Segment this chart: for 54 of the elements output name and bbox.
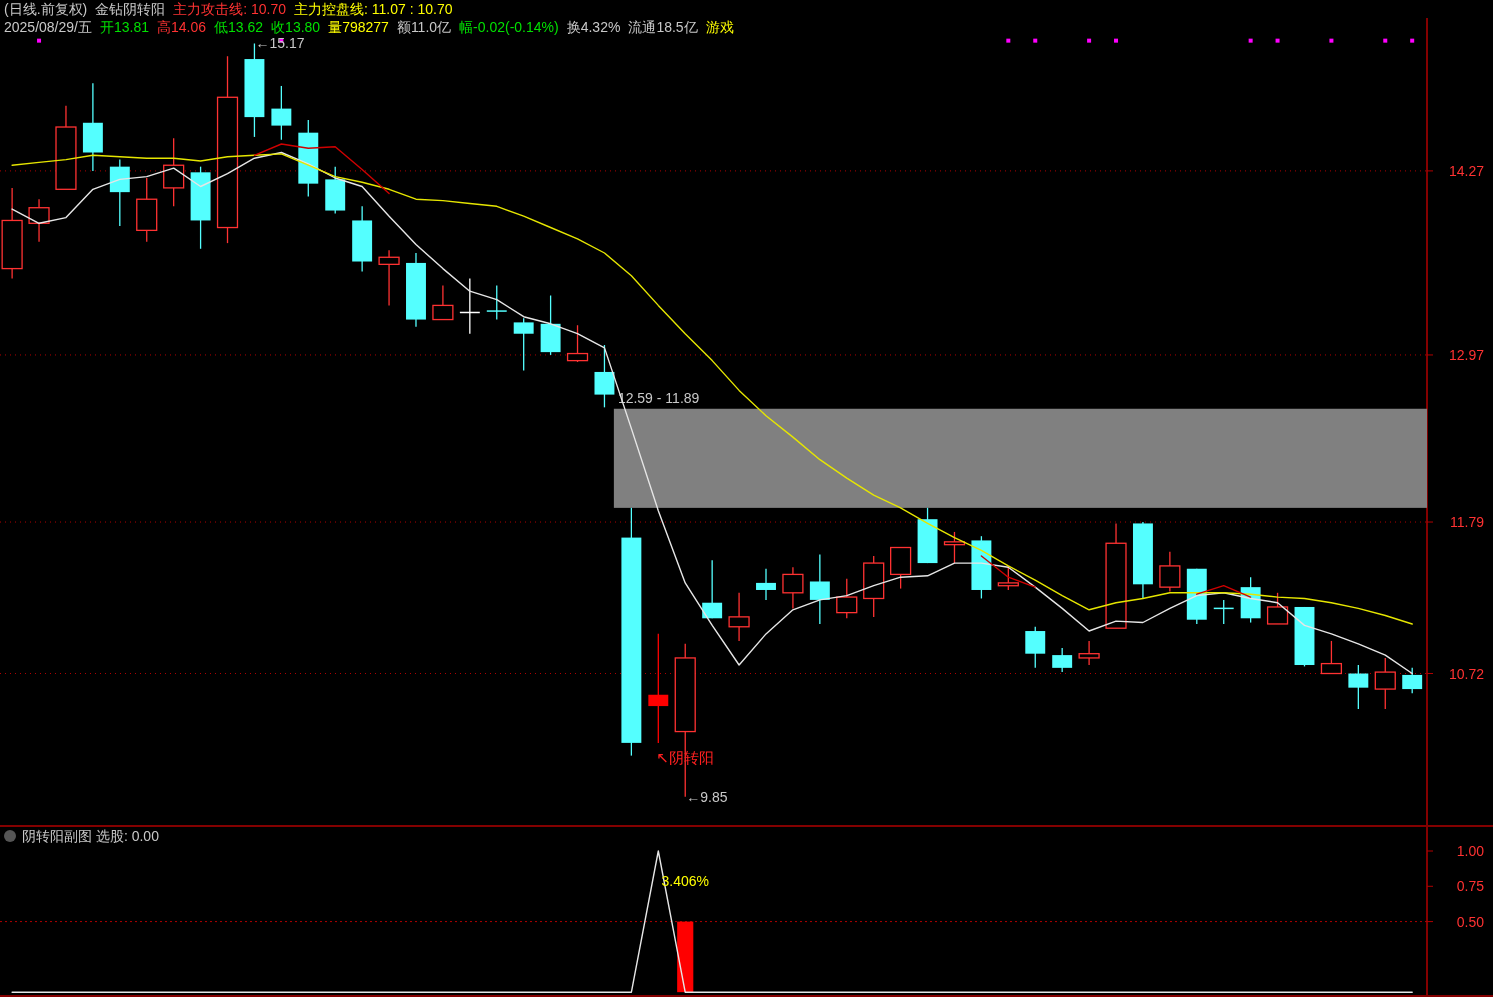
text: 主力控盘线: 11.07 : 10.70 (294, 1, 453, 17)
annotation: 收13.80 (271, 19, 321, 35)
candlestick (836, 578, 858, 619)
annotation: 流通18.5亿 (628, 19, 698, 35)
annotation: ←15.17 (255, 35, 305, 52)
annotation: 低13.62 (214, 19, 264, 35)
candlestick (1052, 647, 1073, 673)
candlestick (594, 344, 615, 408)
candlestick (728, 592, 750, 642)
y-tick-label: 10.72 (1448, 665, 1485, 682)
candlestick (1266, 592, 1289, 625)
candlestick (1159, 551, 1181, 593)
y-tick-label: 0.50 (1456, 913, 1485, 930)
candlestick (486, 284, 508, 321)
y-tick-label: 11.79 (1450, 514, 1485, 531)
candlestick (28, 198, 50, 243)
candlestick (271, 85, 292, 141)
candlestick (943, 531, 966, 564)
candlestick (459, 277, 481, 335)
annotation: 高14.06 (157, 19, 207, 35)
y-tick-label: 14.27 (1448, 162, 1485, 179)
candlestick (997, 565, 1019, 591)
candlestick (566, 324, 589, 363)
annotation: 2025/08/29/五 (4, 19, 92, 35)
y-tick-label: 12.97 (1448, 346, 1485, 363)
annotation: 幅-0.02(-0.14%) (459, 19, 559, 35)
y-tick-label: 1.00 (1456, 843, 1485, 859)
annotation: 换4.32% (566, 19, 621, 35)
annotation: 游戏 (705, 19, 734, 35)
annotation: ←9.85 (686, 788, 728, 805)
candlestick (163, 137, 185, 207)
candlestick (1213, 599, 1235, 625)
text: (日线.前复权) (4, 1, 88, 17)
chart-title: 阴转阳副图 选股: 0.00 (22, 828, 160, 844)
candlestick (1320, 640, 1343, 675)
candlestick (378, 249, 400, 307)
y-tick-label: 0.75 (1456, 878, 1485, 895)
candlestick (1374, 657, 1396, 710)
candlestick (756, 568, 776, 601)
candlestick (1402, 667, 1423, 694)
candlestick (1025, 626, 1046, 669)
candlestick (782, 566, 804, 610)
candlestick (809, 553, 830, 625)
candlestick (432, 284, 454, 321)
candlestick (513, 317, 534, 372)
text: 金钻阴转阳 (95, 1, 166, 17)
candlestick (1348, 664, 1369, 710)
candlestick (1078, 640, 1100, 666)
annotation: 量798277 (328, 19, 390, 35)
annotation: 开13.81 (99, 19, 150, 35)
candlestick (702, 559, 723, 619)
candlestick (648, 633, 669, 744)
annotation: 额11.0亿 (396, 19, 452, 35)
text: 主力攻击线: 10.70 (173, 1, 287, 17)
